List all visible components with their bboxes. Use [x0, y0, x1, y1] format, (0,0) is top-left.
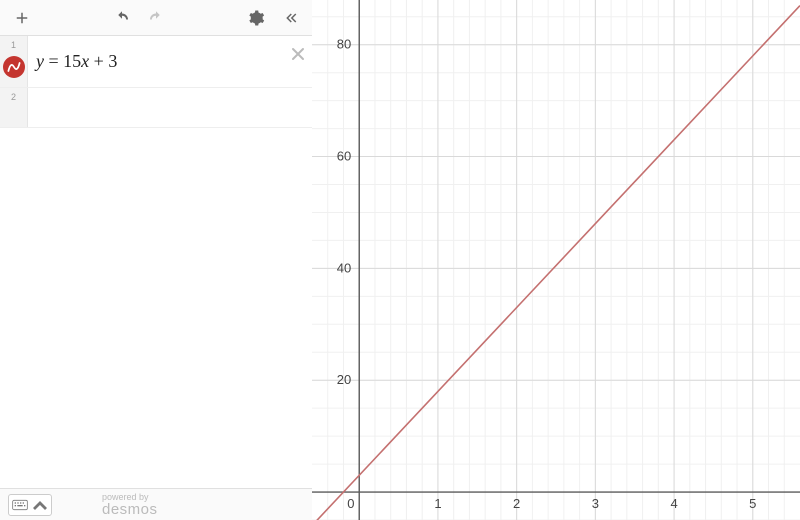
expression-index: 2: [11, 92, 16, 102]
expression-list: 1 y = 15x + 3 2: [0, 36, 312, 488]
expression-input[interactable]: y = 15x + 3: [28, 41, 284, 82]
add-expression-button[interactable]: [6, 2, 38, 34]
expression-color-icon[interactable]: [3, 56, 25, 78]
brand-text: desmos: [102, 502, 158, 517]
redo-button[interactable]: [140, 2, 172, 34]
svg-text:4: 4: [670, 496, 677, 511]
keyboard-toggle-button[interactable]: [8, 494, 52, 516]
svg-text:80: 80: [337, 37, 351, 52]
chevron-up-icon: [32, 499, 48, 511]
expression-gutter: 1: [0, 36, 28, 87]
graph-canvas[interactable]: 0 1 2 3 4 5 20 40 60 80: [312, 0, 800, 520]
svg-text:5: 5: [749, 496, 756, 511]
undo-button[interactable]: [106, 2, 138, 34]
expression-row[interactable]: 1 y = 15x + 3: [0, 36, 312, 88]
svg-text:0: 0: [347, 496, 354, 511]
svg-text:2: 2: [513, 496, 520, 511]
expression-row[interactable]: 2: [0, 88, 312, 128]
svg-text:1: 1: [434, 496, 441, 511]
bottom-bar: powered by desmos: [0, 488, 312, 520]
graph-pane[interactable]: 0 1 2 3 4 5 20 40 60 80: [312, 0, 800, 520]
powered-by-label: powered by desmos: [102, 493, 158, 517]
svg-text:3: 3: [592, 496, 599, 511]
expression-gutter: 2: [0, 88, 28, 127]
toolbar: [0, 0, 312, 36]
svg-text:20: 20: [337, 372, 351, 387]
svg-text:60: 60: [337, 149, 351, 164]
expression-input[interactable]: [28, 98, 312, 118]
sidebar: 1 y = 15x + 3 2: [0, 0, 312, 520]
collapse-sidebar-button[interactable]: [274, 2, 306, 34]
svg-text:40: 40: [337, 260, 351, 275]
expression-index: 1: [11, 40, 16, 50]
delete-expression-button[interactable]: [284, 36, 312, 68]
settings-button[interactable]: [240, 2, 272, 34]
